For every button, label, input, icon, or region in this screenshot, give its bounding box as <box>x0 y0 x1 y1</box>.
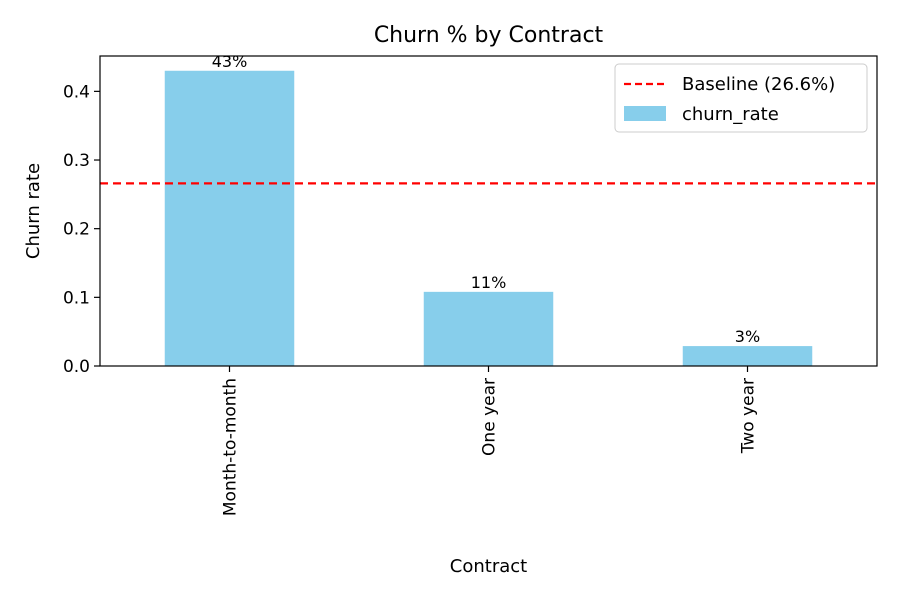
legend: Baseline (26.6%) churn_rate <box>614 63 868 133</box>
y-tick-label-2: 0.1 <box>63 288 90 308</box>
bar-value-label-1: 43% <box>212 52 248 71</box>
x-tick-label-3: Two year <box>739 378 759 454</box>
y-tick-label-4: 0.3 <box>63 151 90 171</box>
y-axis-label: Churn rate <box>23 163 44 259</box>
chart-title: Churn % by Contract <box>374 23 604 48</box>
bar-1 <box>164 70 295 366</box>
bar-value-label-2: 11% <box>471 273 507 292</box>
plot-frame <box>99 55 878 367</box>
bar-value-label-3: 3% <box>735 327 760 346</box>
legend-series-label: churn_rate <box>682 104 779 125</box>
x-tick-label-1: Month-to-month <box>221 378 241 516</box>
bar-3 <box>682 346 813 366</box>
legend-box <box>614 63 868 133</box>
x-axis: Month-to-month One year Two year <box>221 366 759 516</box>
legend-series-swatch <box>624 106 666 121</box>
y-tick-label-5: 0.4 <box>63 82 90 102</box>
x-tick-label-2: One year <box>480 378 500 456</box>
x-axis-label: Contract <box>450 556 527 577</box>
bar-2 <box>423 291 554 366</box>
y-tick-label-3: 0.2 <box>63 220 90 240</box>
y-axis: 0.0 0.1 0.2 0.3 0.4 <box>63 82 100 377</box>
legend-baseline-label: Baseline (26.6%) <box>682 74 835 95</box>
y-tick-label-1: 0.0 <box>63 357 90 377</box>
bar-group: 43% 11% 3% <box>164 52 813 366</box>
